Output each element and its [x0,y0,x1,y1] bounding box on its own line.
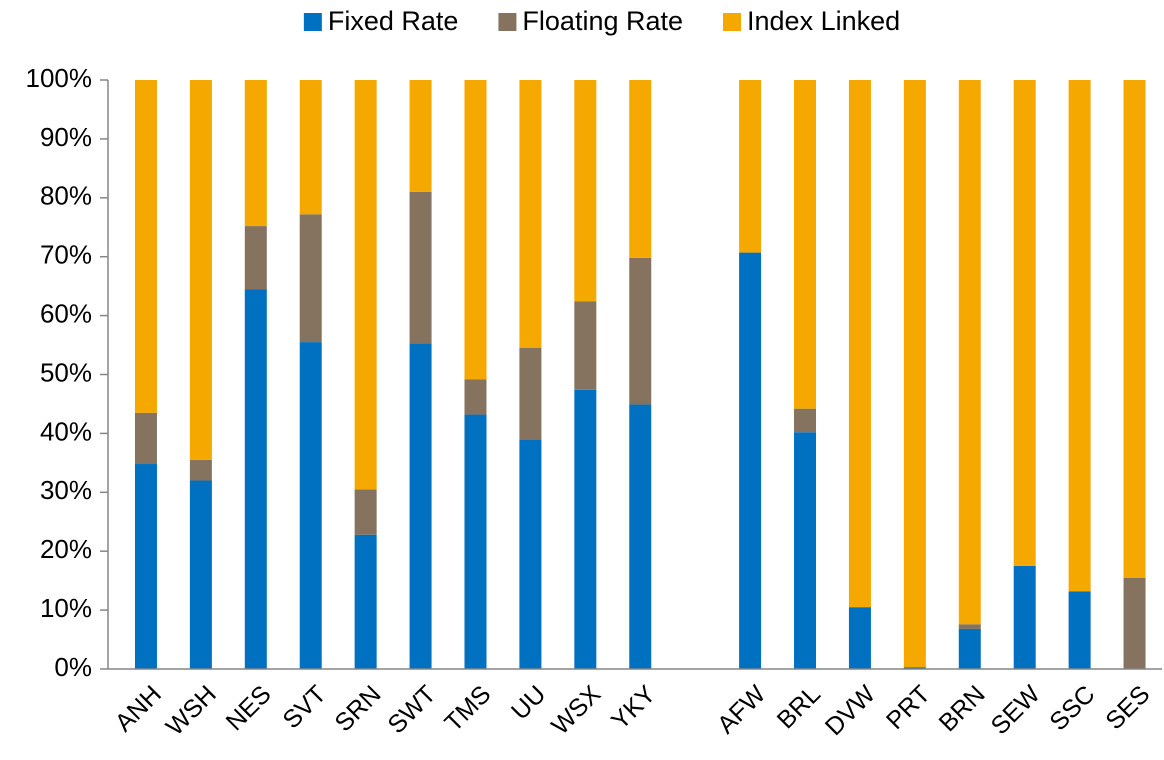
bar-segment [464,80,487,380]
x-tick-label: SES [1100,680,1155,735]
bar-segment [848,80,871,608]
x-tick-label: NES [221,680,277,736]
bar-segment [189,480,212,669]
bar-segment [629,80,652,258]
bar-segment [354,489,377,535]
legend-swatch [723,13,742,31]
bar-segment [354,80,377,490]
x-tick-label: BRL [772,680,826,734]
bar-segment [958,624,981,629]
bar-segment [299,342,322,669]
y-tick-label: 60% [40,298,92,328]
bar-segment [1013,565,1036,669]
y-tick-label: 90% [40,122,92,152]
bar-segment [409,80,432,192]
bar-segment [848,607,871,669]
bar-segment [739,80,762,253]
x-tick-label: SSC [1044,680,1100,736]
bar-segment [189,459,212,481]
bar-segment [134,412,157,465]
x-tick-label: UU [506,680,551,725]
y-tick-label: 70% [40,240,92,270]
bar-segment [244,226,267,290]
x-tick-label: TMS [439,680,496,737]
bar-segment [464,414,487,669]
x-tick-label: YKY [606,680,661,735]
bar-segment [1013,80,1036,566]
bar-segment [299,214,322,343]
x-tick-label: SVT [277,680,331,734]
bar-segment [409,343,432,669]
legend-swatch [498,13,517,31]
bar-segment [629,404,652,669]
bar-segment [1123,577,1146,669]
y-tick-label: 40% [40,416,92,446]
bar-segment [134,80,157,413]
bar-segment [739,252,762,669]
bar-segment [629,257,652,405]
bar-segment [299,80,322,215]
bar-segment [794,408,817,433]
y-tick-label: 20% [40,534,92,564]
bar-segment [189,80,212,460]
x-tick-label: WSX [546,680,606,740]
legend-label: Index Linked [747,6,900,36]
bar-segment [244,289,267,669]
x-tick-label: ANH [110,680,167,737]
bar-segment [1068,591,1091,669]
bar-segment [958,628,981,669]
legend-swatch [303,13,322,31]
bar-segment [958,80,981,625]
y-tick-label: 50% [40,357,92,387]
legend-label: Floating Rate [522,6,683,36]
y-tick-label: 80% [40,181,92,211]
legend-label: Fixed Rate [328,6,459,36]
bar-segment [519,347,542,440]
bar-segment [519,439,542,669]
x-tick-label: DVW [820,680,881,741]
bar-segment [903,667,926,669]
bar-segment [794,80,817,409]
bar-segment [574,301,597,390]
y-tick-label: 100% [26,63,93,93]
y-tick-label: 30% [40,475,92,505]
x-tick-label: WSH [161,680,222,741]
bar-segment [903,80,926,668]
x-tick-label: BRN [934,680,991,737]
bar-segment [1123,80,1146,578]
x-tick-label: PRT [881,680,936,735]
bar-segment [794,432,817,669]
bar-segment [574,80,597,302]
bar-segment [519,80,542,348]
bar-segment [354,534,377,669]
bar-segment [464,379,487,415]
x-tick-label: SWT [382,680,441,739]
bar-segment [244,80,267,227]
bar-segment [1068,80,1091,592]
bar-segment [574,389,597,669]
y-tick-label: 10% [40,593,92,623]
y-tick-label: 0% [54,652,92,682]
x-tick-label: SEW [986,680,1046,740]
x-tick-label: SRN [329,680,386,737]
bar-segment [134,464,157,669]
x-tick-label: AFW [712,680,771,739]
bar-segment [409,191,432,344]
